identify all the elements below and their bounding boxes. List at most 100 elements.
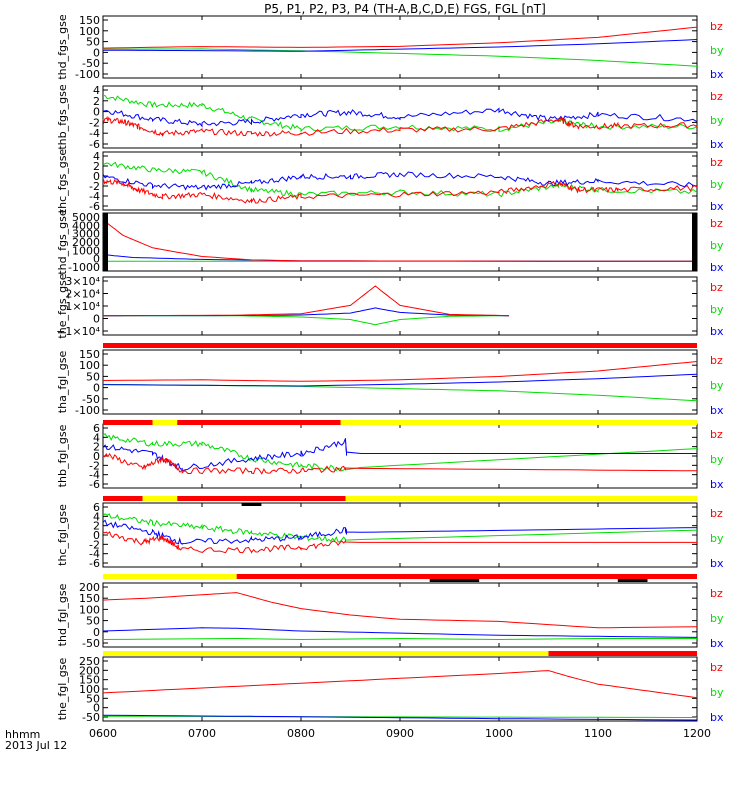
legend-bx: bx [710,557,724,570]
y-tick-label: -6 [89,200,100,213]
series-bx-line [102,373,698,387]
y-tick-label: 0 [93,46,100,59]
x-tick-label: 0700 [188,727,216,740]
y-tick-label: 0 [93,170,100,183]
legend-bz: bz [710,156,723,169]
y-axis-label: the_fgs_gse [56,273,69,338]
y-tick-label: -2 [89,180,100,193]
y-tick-label: -50 [82,57,100,70]
y-tick-label: 0 [93,313,100,326]
flag-bar-1 [103,343,697,348]
y-axis-label: tha_fgl_gse [56,351,69,414]
y-tick-label: -2 [89,538,100,551]
y-tick-label: 0 [93,702,100,715]
y-axis-label: thd_fgl_gse [56,583,69,646]
y-tick-label: 100 [79,683,100,696]
panel-3: 420-2-4-6 thc_fgs_gse bz by bx [56,149,724,214]
flag-segment-red [177,420,341,425]
legend-by: by [710,303,724,316]
y-tick-label: −1×10⁴ [56,325,100,338]
legend-by: by [710,178,724,191]
legend-bx: bx [710,261,724,274]
y-tick-label: -6 [89,478,100,491]
y-tick-label: 50 [86,692,100,705]
series-bx-line [102,171,698,191]
series-bx-line [102,39,698,52]
legend-bx: bx [710,478,724,491]
panel-frame [102,582,698,648]
y-tick-label: -100 [75,68,100,81]
y-tick-label: 1×10⁴ [65,300,100,313]
y-tick-label: 2 [93,160,100,173]
flag-segment-yellow [103,574,237,579]
series-bz-line [102,452,698,475]
y-tick-label: 50 [86,370,100,383]
y-tick-label: 4000 [72,219,100,232]
flag-segment-yellow [340,420,697,425]
legend-bx: bx [710,637,724,650]
flag-segment-red [103,496,143,501]
y-tick-label: 0 [93,106,100,119]
series-bz-line [102,26,698,49]
flag-segment-red [103,420,153,425]
y-tick-label: -4 [89,548,100,561]
y-tick-label: 4 [93,84,100,97]
y-tick-label: -2 [89,459,100,472]
y-tick-label: 150 [79,592,100,605]
x-tick-label: 1200 [683,727,711,740]
panel-frame [102,151,698,211]
y-axis-label: thb_fgs_gse [56,84,69,150]
legend-by: by [710,612,724,625]
flag-bar-4 [103,574,697,579]
series-bx-line [102,254,697,262]
legend-bz: bz [710,354,723,367]
y-tick-label: 3×10⁴ [65,275,100,288]
y-tick-label: 2×10⁴ [65,288,100,301]
series-by-line [103,48,698,67]
y-tick-label: -50 [82,393,100,406]
y-tick-label: 2 [93,95,100,108]
series-bz-line [102,115,698,137]
y-axis-label: thc_fgs_gse [56,149,69,214]
y-tick-label: 150 [79,348,100,361]
series-bz-line [102,531,697,554]
y-tick-label: -2 [89,116,100,129]
series-bz-line [102,592,698,629]
y-axis-label: thb_fgl_gse [56,424,69,487]
flag-segment-yellow [152,420,178,425]
legend-bx: bx [710,711,724,724]
y-tick-label: 50 [86,36,100,49]
x-tick-label: 1100 [584,727,612,740]
series-bz-line [102,219,697,262]
legend-bz: bz [710,281,723,294]
legend-bz: bz [710,507,723,520]
flag-segment-red [103,343,697,348]
legend-by: by [710,686,724,699]
y-axis-label: thd_fgs_gse [56,209,69,275]
x-tick-label: 0600 [89,727,117,740]
y-tick-label: 1000 [72,244,100,257]
legend-by: by [710,114,724,127]
panel-frame [102,276,698,336]
y-tick-label: 4 [93,431,100,444]
legend-bz: bz [710,428,723,441]
series-bx-line [102,438,697,472]
flag-segment-yellow [345,496,697,501]
flag-segment-red [548,651,697,656]
y-tick-label: 250 [79,655,100,668]
y-tick-label: 0 [93,626,100,639]
flag-marker [241,503,262,506]
y-tick-label: -100 [75,404,100,417]
x-axis-unit-label: hhmm [5,728,40,741]
y-tick-label: 150 [79,674,100,687]
y-tick-label: 0 [93,450,100,463]
legend-bz: bz [710,661,723,674]
y-tick-label: 200 [79,664,100,677]
legend-bx: bx [710,325,724,338]
